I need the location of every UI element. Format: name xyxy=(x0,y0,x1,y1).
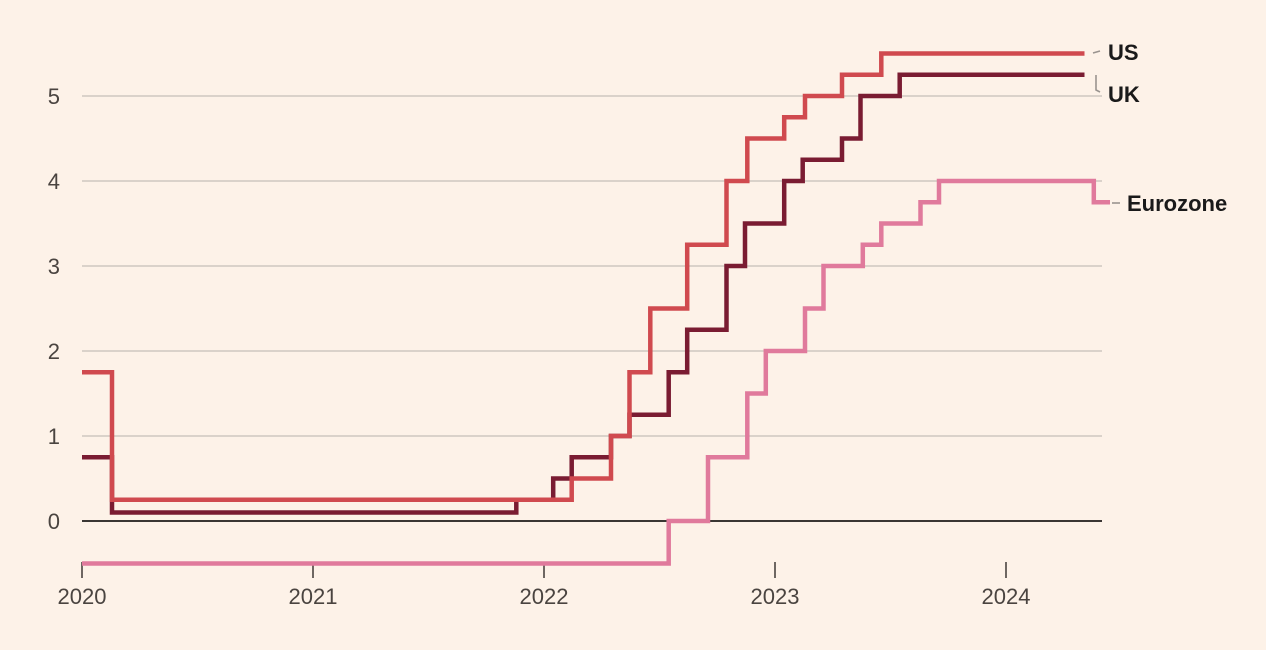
x-tick-label: 2021 xyxy=(289,584,338,609)
x-tick-label: 2020 xyxy=(58,584,107,609)
series-line-us xyxy=(82,51,1085,503)
series-label-eurozone: Eurozone xyxy=(1127,191,1227,216)
x-tick-label: 2023 xyxy=(751,584,800,609)
y-tick-label: 4 xyxy=(48,169,60,194)
y-tick-label: 3 xyxy=(48,254,60,279)
y-axis-ticks: 0 1 2 3 4 5 xyxy=(48,84,60,534)
y-tick-label: 2 xyxy=(48,339,60,364)
x-axis-ticks: 2020 2021 2022 2023 2024 xyxy=(58,562,1031,609)
series-label-us: US xyxy=(1108,40,1139,65)
series-labels: US UK Eurozone xyxy=(1092,40,1227,216)
series-lines xyxy=(82,51,1110,566)
gridlines xyxy=(82,95,1102,522)
series-line-uk xyxy=(82,72,1085,515)
x-tick-label: 2024 xyxy=(982,584,1031,609)
y-tick-label: 5 xyxy=(48,84,60,109)
series-label-uk: UK xyxy=(1108,82,1140,107)
series-line-eurozone xyxy=(82,178,1110,566)
x-tick-label: 2022 xyxy=(520,584,569,609)
leader-us xyxy=(1092,50,1101,54)
y-tick-label: 0 xyxy=(48,509,60,534)
y-tick-label: 1 xyxy=(48,424,60,449)
leader-uk xyxy=(1095,75,1101,93)
